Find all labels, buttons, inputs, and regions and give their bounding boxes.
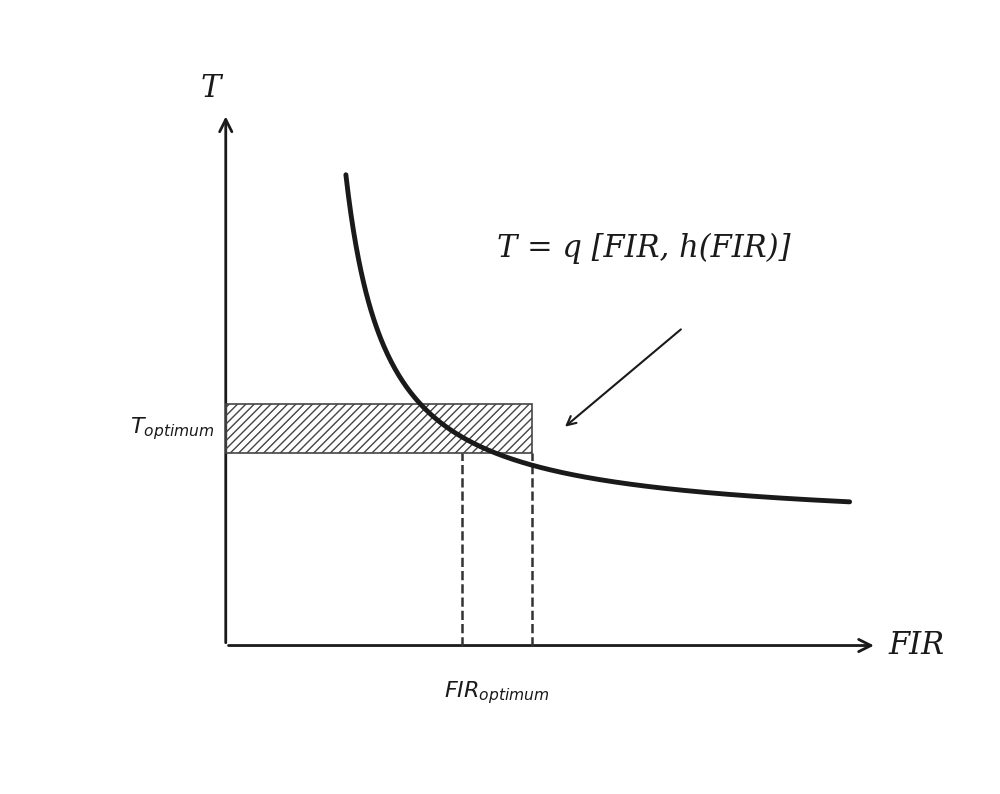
Bar xyxy=(226,404,532,453)
Text: $FIR_{optimum}$: $FIR_{optimum}$ xyxy=(444,679,550,706)
Text: FIR: FIR xyxy=(888,630,944,661)
Text: T = q [FIR, h(FIR)]: T = q [FIR, h(FIR)] xyxy=(497,233,790,264)
Text: $T_{optimum}$: $T_{optimum}$ xyxy=(130,415,214,442)
Text: T: T xyxy=(200,74,220,105)
